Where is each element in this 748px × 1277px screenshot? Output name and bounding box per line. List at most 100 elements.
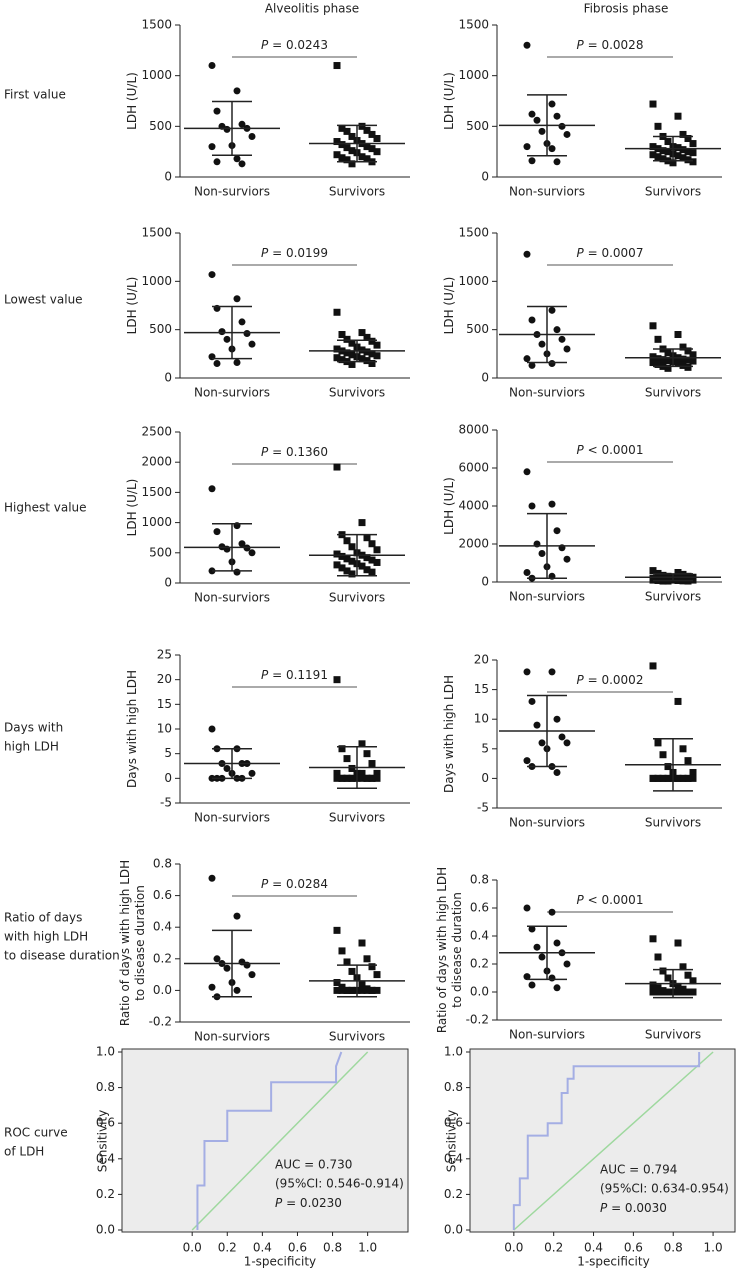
point [689,140,697,148]
y-tick-label: 1500 [141,226,172,240]
point [363,333,371,341]
p-text: = 0.0243 [268,38,328,52]
point [233,295,241,303]
point [348,147,356,155]
point [363,554,371,562]
point [689,768,697,776]
annotation: (95%CI: 0.546-0.914) [275,1177,404,1191]
point [674,112,682,120]
annotation: P = 0.0007 [577,246,644,260]
point [348,570,356,578]
row-label: high LDH [4,740,59,754]
point [664,763,672,771]
point [218,328,226,336]
point [679,963,687,971]
y-axis-label-line: to disease duration [450,892,464,1008]
p-symbol: P [261,668,269,682]
y-tick-label: 0.2 [470,957,489,971]
column-title: Fibrosis phase [584,2,669,16]
point [659,571,667,579]
x-tick-label: 1.0 [358,1241,377,1255]
y-tick-label: 0.4 [96,1151,115,1165]
y-tick-label: 0.2 [444,1187,463,1201]
point [348,351,356,359]
point [674,152,682,160]
point [538,127,546,135]
point [523,904,531,912]
point [649,151,657,159]
p-text: = 0.1360 [268,445,328,459]
y-tick-label: 500 [149,322,172,336]
y-axis-label-line: LDH (U/L) [125,277,139,335]
point [563,739,571,747]
point [664,148,672,156]
error-bar [212,100,252,156]
point [208,62,216,70]
point [649,662,657,670]
y-tick-label: 0.8 [153,857,172,871]
point [684,757,692,765]
point [649,143,657,151]
point [333,774,341,782]
row-label: Highest value [4,501,87,515]
y-tick-label: 2000 [141,455,172,469]
row-label: First value [4,88,66,102]
y-tick-label: -0.2 [149,1015,172,1029]
point [533,116,541,124]
point [363,955,371,963]
p-text: = 0.0230 [282,1196,342,1210]
point [223,964,231,972]
point [664,349,672,357]
point [684,971,692,979]
point [563,555,571,563]
point [563,130,571,138]
point [368,963,376,971]
y-tick-label: 20 [157,672,172,686]
annotation: P = 0.0199 [261,246,328,260]
point [208,983,216,991]
point [348,967,356,975]
annotation: P = 0.0002 [577,673,644,687]
point [343,555,351,563]
roc-curve [512,1052,701,1230]
point [223,125,231,133]
point [333,986,341,994]
p-text: = 0.0030 [607,1201,667,1215]
point [654,774,662,782]
y-axis-label: Days with high LDH [125,670,139,788]
point [674,331,682,338]
error-bar [212,747,252,780]
annotation: (95%CI: 0.634-0.954) [600,1182,729,1196]
p-text: < 0.0001 [584,443,644,457]
point [348,132,356,140]
point [333,550,341,558]
point [684,134,692,142]
point [358,355,366,363]
point [674,569,682,576]
point [553,984,561,992]
point [548,908,556,916]
point [538,739,546,747]
error-bar [337,339,377,363]
point [363,143,371,151]
point [654,984,662,992]
point [338,745,346,753]
y-tick-label: 0 [164,371,172,385]
x-tick-label: 0.8 [323,1241,342,1255]
point [679,988,687,996]
y-tick-label: 1500 [141,18,172,32]
x-tick-label: 0.6 [288,1241,307,1255]
y-tick-label: 0.6 [444,1116,463,1130]
y-tick-label: 20 [474,653,489,667]
point [659,774,667,782]
point [679,355,687,363]
x-tick-label: 0.4 [253,1241,272,1255]
p-symbol: P [261,445,269,459]
point [373,148,381,156]
p-symbol: P [261,246,269,260]
point [373,769,381,777]
y-tick-label: 1500 [141,485,172,499]
y-axis-label-line: LDH (U/L) [442,477,456,535]
point [333,561,341,569]
point [548,500,556,508]
